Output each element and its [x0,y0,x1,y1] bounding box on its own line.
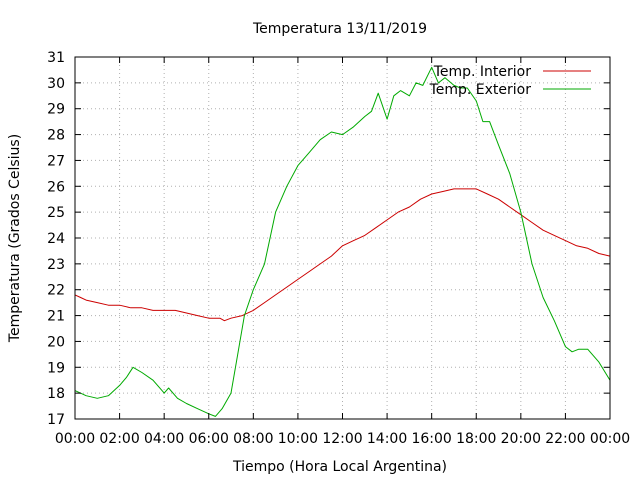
x-tick-label: 00:00 [590,431,630,447]
x-tick-label: 12:00 [322,431,362,447]
y-tick-label: 18 [47,386,65,402]
x-tick-label: 14:00 [367,431,407,447]
x-tick-label: 20:00 [501,431,541,447]
y-tick-label: 29 [47,102,65,118]
x-tick-label: 18:00 [456,431,496,447]
y-tick-label: 26 [47,179,65,195]
x-tick-label: 08:00 [233,431,273,447]
axis-ticks: 00:00 02:00 04:00 06:00 08:00 10:00 12:00 14:00… [47,50,630,447]
y-tick-label: 21 [47,309,65,325]
y-tick-label: 25 [47,205,65,221]
y-tick-label: 31 [47,50,65,66]
legend: Temp. Interior Temp. Exterior [429,64,591,98]
x-tick-label: 10:00 [278,431,318,447]
series-line-temp-exterior [74,66,611,417]
legend-label: Temp. Interior [433,64,532,80]
x-tick-label: 02:00 [99,431,139,447]
y-tick-label: 30 [47,76,65,92]
chart-title: Temperatura 13/11/2019 [252,21,427,37]
y-tick-label: 22 [47,283,65,299]
y-tick-label: 23 [47,257,65,273]
legend-label: Temp. Exterior [429,82,532,98]
x-tick-label: 00:00 [55,431,95,447]
y-axis-label: Temperatura (Grados Celsius) [7,134,23,343]
y-tick-label: 17 [47,412,65,428]
x-tick-label: 16:00 [411,431,451,447]
y-tick-label: 24 [47,231,65,247]
y-tick-label: 19 [47,360,65,376]
series-layer [74,66,611,417]
x-tick-label: 06:00 [189,431,229,447]
y-tick-label: 27 [47,153,65,169]
y-tick-label: 28 [47,128,65,144]
x-axis-label: Tiempo (Hora Local Argentina) [232,459,447,475]
x-tick-label: 04:00 [144,431,184,447]
y-tick-label: 20 [47,334,65,350]
grid [75,57,610,419]
series-line-temp-interior [74,188,611,322]
x-tick-label: 22:00 [545,431,585,447]
